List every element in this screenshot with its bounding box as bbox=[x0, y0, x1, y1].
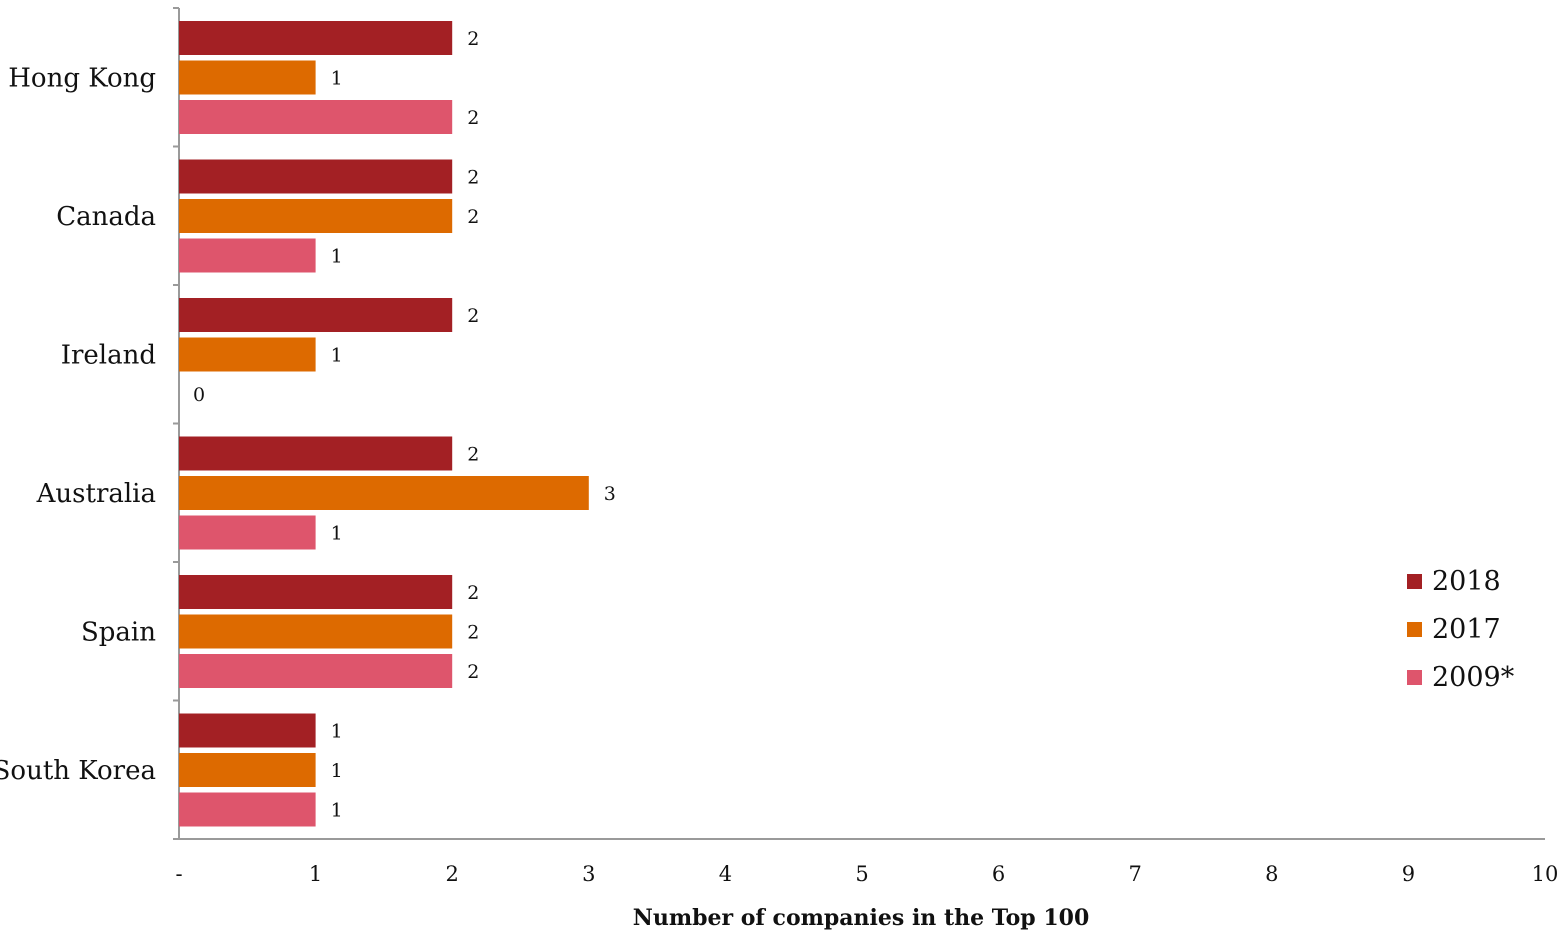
x-tick-label: 1 bbox=[309, 862, 322, 886]
bar bbox=[179, 100, 453, 134]
legend-swatch bbox=[1407, 574, 1422, 589]
category-label: Canada bbox=[56, 202, 156, 232]
legend-swatch bbox=[1407, 622, 1422, 637]
bar bbox=[179, 654, 453, 688]
bar bbox=[179, 575, 453, 609]
data-label: 2 bbox=[467, 305, 479, 327]
bar bbox=[179, 298, 453, 332]
data-label: 2 bbox=[467, 622, 479, 644]
data-label: 2 bbox=[467, 107, 479, 129]
bar bbox=[179, 515, 316, 550]
bar bbox=[179, 159, 453, 194]
data-label: 2 bbox=[467, 582, 479, 604]
category-labels: Hong Kong Canada Ireland Australia Spain Sout… bbox=[0, 63, 156, 786]
bar bbox=[179, 21, 453, 55]
x-tick-label: 10 bbox=[1532, 862, 1559, 886]
data-label: 2 bbox=[467, 444, 479, 466]
category-label: South Korea bbox=[0, 756, 156, 786]
x-tick-label: 7 bbox=[1129, 862, 1142, 886]
bar bbox=[179, 792, 316, 827]
x-tick-label: 5 bbox=[855, 862, 868, 886]
bar bbox=[179, 199, 453, 233]
bar bbox=[179, 476, 589, 510]
data-label: 1 bbox=[331, 721, 343, 743]
bars bbox=[179, 21, 589, 827]
data-label: 1 bbox=[331, 345, 343, 367]
bar bbox=[179, 436, 453, 471]
x-tick-labels: - 1 2 3 4 5 6 7 8 9 10 bbox=[175, 862, 1558, 886]
bar bbox=[179, 753, 316, 787]
x-tick-label: 6 bbox=[992, 862, 1005, 886]
legend: 2018 2017 2009* bbox=[1407, 566, 1515, 693]
x-tick-label: 4 bbox=[719, 862, 732, 886]
x-tick-label: 8 bbox=[1265, 862, 1278, 886]
category-label: Australia bbox=[36, 479, 156, 509]
axes bbox=[173, 7, 1545, 840]
bar bbox=[179, 614, 453, 649]
legend-label: 2009* bbox=[1432, 662, 1515, 693]
data-label: 2 bbox=[467, 28, 479, 50]
data-label: 3 bbox=[604, 483, 616, 505]
bar bbox=[179, 238, 316, 273]
legend-label: 2018 bbox=[1432, 566, 1501, 597]
data-label: 1 bbox=[331, 800, 343, 822]
data-label: 1 bbox=[331, 523, 343, 545]
x-tick-label: - bbox=[175, 862, 182, 886]
data-label: 2 bbox=[467, 167, 479, 189]
x-tick-label: 9 bbox=[1402, 862, 1415, 886]
bar bbox=[179, 337, 316, 372]
category-label: Ireland bbox=[61, 340, 156, 370]
data-label: 2 bbox=[467, 206, 479, 228]
category-label: Spain bbox=[81, 617, 156, 647]
legend-label: 2017 bbox=[1432, 614, 1501, 645]
bar bbox=[179, 713, 316, 748]
data-label: 1 bbox=[331, 68, 343, 90]
data-label: 0 bbox=[193, 384, 205, 406]
x-tick-label: 3 bbox=[582, 862, 595, 886]
category-label: Hong Kong bbox=[8, 63, 156, 93]
x-tick-label: 2 bbox=[446, 862, 459, 886]
data-label: 2 bbox=[467, 661, 479, 683]
x-axis-title: Number of companies in the Top 100 bbox=[633, 905, 1090, 931]
data-label: 1 bbox=[331, 760, 343, 782]
data-label: 1 bbox=[331, 246, 343, 268]
bar bbox=[179, 60, 316, 95]
legend-swatch bbox=[1407, 670, 1422, 685]
data-labels: 2 1 2 2 2 1 2 1 0 2 3 1 2 2 2 1 1 1 bbox=[193, 28, 616, 822]
